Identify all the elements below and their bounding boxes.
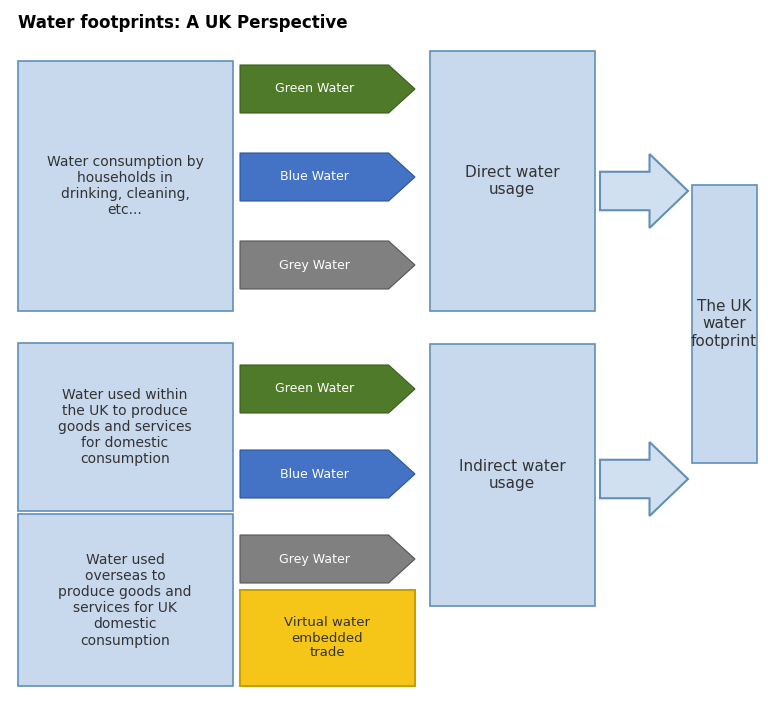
Polygon shape [600,442,688,516]
Bar [692,185,757,463]
Polygon shape [240,153,415,201]
Polygon shape [240,450,415,498]
Text: Grey Water: Grey Water [279,259,349,272]
Text: Blue Water: Blue Water [280,171,349,183]
Text: Blue Water: Blue Water [280,468,349,481]
Bar [240,590,415,686]
Text: Water used within
the UK to produce
goods and services
for domestic
consumption: Water used within the UK to produce good… [58,387,192,466]
Bar [18,514,233,686]
Text: Grey Water: Grey Water [279,552,349,565]
Polygon shape [240,241,415,289]
Text: Water footprints: A UK Perspective: Water footprints: A UK Perspective [18,14,348,32]
Polygon shape [240,365,415,413]
Text: Indirect water
usage: Indirect water usage [458,459,565,491]
Bar [18,343,233,511]
Polygon shape [600,154,688,228]
Text: Water used
overseas to
produce goods and
services for UK
domestic
consumption: Water used overseas to produce goods and… [58,552,192,648]
Text: Direct water
usage: Direct water usage [465,165,559,197]
Bar [430,51,595,311]
Text: Water consumption by
households in
drinking, cleaning,
etc...: Water consumption by households in drink… [47,155,204,218]
Text: Green Water: Green Water [275,82,354,95]
Text: Virtual water
embedded
trade: Virtual water embedded trade [284,616,370,660]
Polygon shape [240,535,415,583]
Bar [430,344,595,606]
Text: Green Water: Green Water [275,383,354,395]
Bar [18,61,233,311]
Text: The UK
water
footprint: The UK water footprint [691,299,757,349]
Polygon shape [240,65,415,113]
